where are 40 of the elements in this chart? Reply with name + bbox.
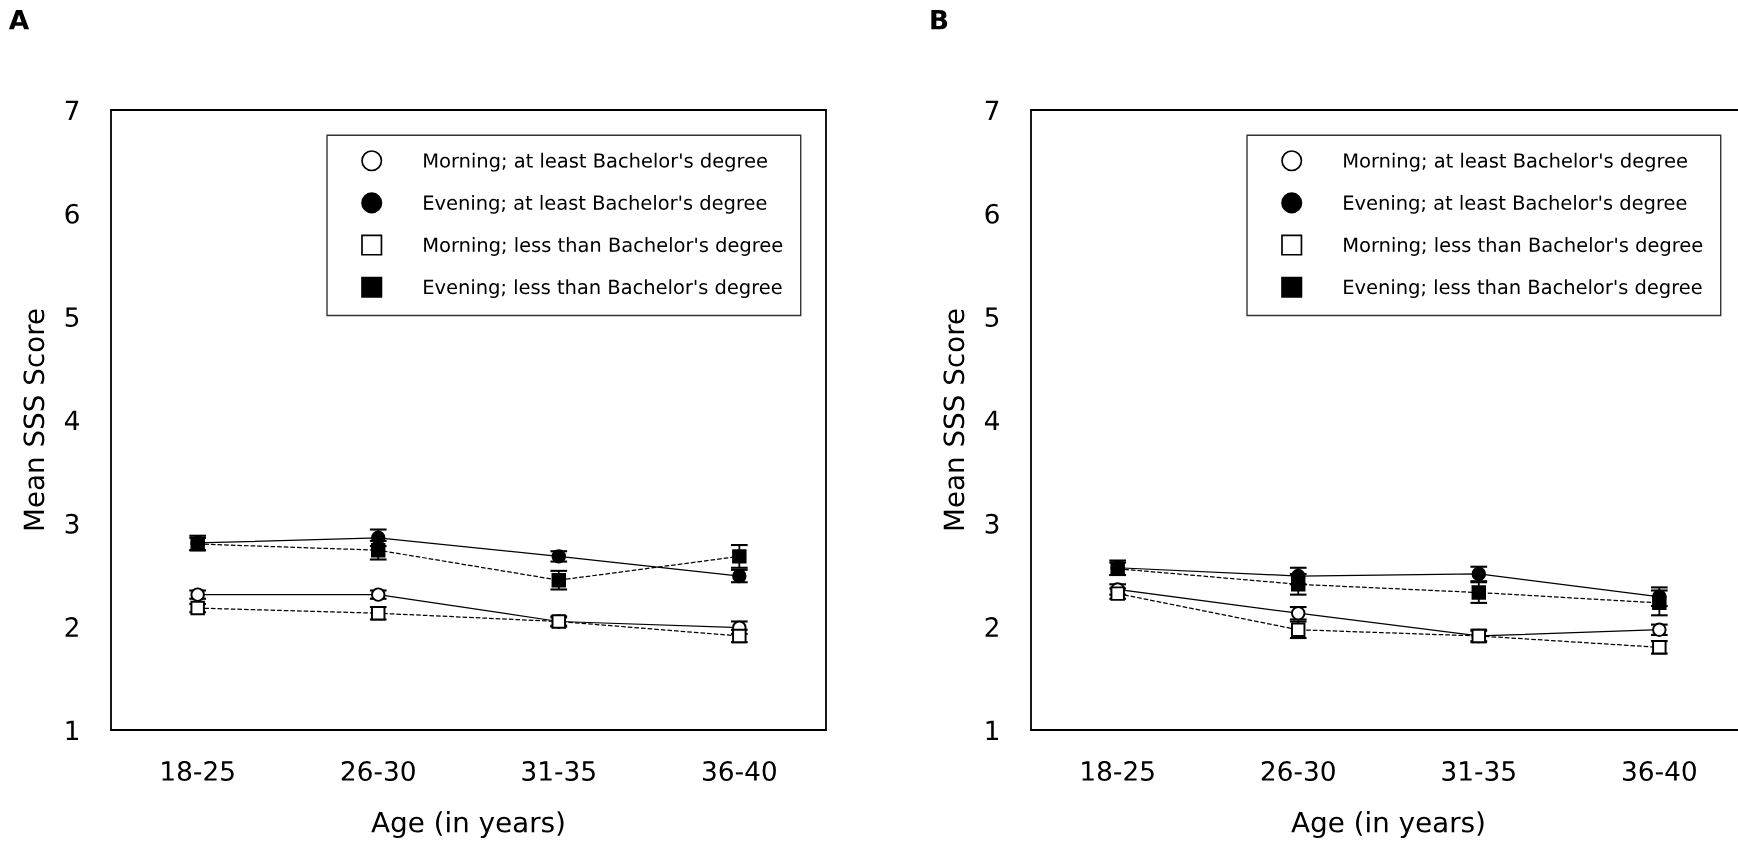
- y-tick-label: 2: [65, 617, 78, 637]
- y-tick-label: 7: [65, 100, 79, 121]
- legend-label: Evening; less than Bachelor's degree: [424, 279, 782, 299]
- y-axis-title: Mean SSS Score: [943, 309, 965, 530]
- legend-label: Morning; at least Bachelor's degree: [1344, 152, 1687, 172]
- x-tick-label: 36-40: [1623, 761, 1696, 781]
- x-axis-title: Age (in years): [1291, 811, 1484, 838]
- y-tick-label: 2: [985, 617, 998, 637]
- point: [1652, 595, 1667, 611]
- y-tick-label: 5: [985, 307, 999, 328]
- x-tick-label: 26-30: [1261, 761, 1335, 781]
- x-tick-label: 36-40: [703, 761, 776, 781]
- x-tick-label: 18-25: [162, 761, 234, 781]
- y-tick-label: 6: [985, 203, 999, 224]
- x-tick-label: 31-35: [1442, 761, 1515, 781]
- legend-label: Morning; less than Bachelor's degree: [1344, 237, 1703, 256]
- y-tick-label: 4: [64, 410, 79, 431]
- x-tick-label: 31-35: [522, 761, 595, 781]
- legend-label: Morning; at least Bachelor's degree: [424, 152, 767, 172]
- y-tick-label: 3: [985, 513, 999, 534]
- chart-title: A: [8, 10, 30, 30]
- point: [1291, 577, 1306, 592]
- y-tick-label: 6: [65, 203, 79, 224]
- y-tick-label: 5: [65, 307, 79, 328]
- x-axis-title: Age (in years): [371, 811, 564, 838]
- y-tick-label: 1: [66, 720, 79, 741]
- chart-title: B: [931, 10, 948, 30]
- legend-label: Evening; at least Bachelor's degree: [424, 194, 767, 214]
- y-axis-title: Mean SSS Score: [23, 309, 45, 530]
- y-tick-label: 1: [986, 720, 999, 741]
- y-tick-label: 4: [984, 410, 999, 431]
- point: [732, 549, 747, 564]
- legend-label: Evening; less than Bachelor's degree: [1344, 279, 1702, 299]
- legend-label: Morning; less than Bachelor's degree: [424, 237, 783, 256]
- x-tick-label: 26-30: [341, 761, 415, 781]
- x-tick-label: 18-25: [1082, 761, 1154, 781]
- y-tick-label: 7: [985, 100, 999, 121]
- legend-label: Evening; at least Bachelor's degree: [1344, 194, 1687, 214]
- point: [1471, 585, 1486, 600]
- y-tick-label: 3: [65, 513, 79, 534]
